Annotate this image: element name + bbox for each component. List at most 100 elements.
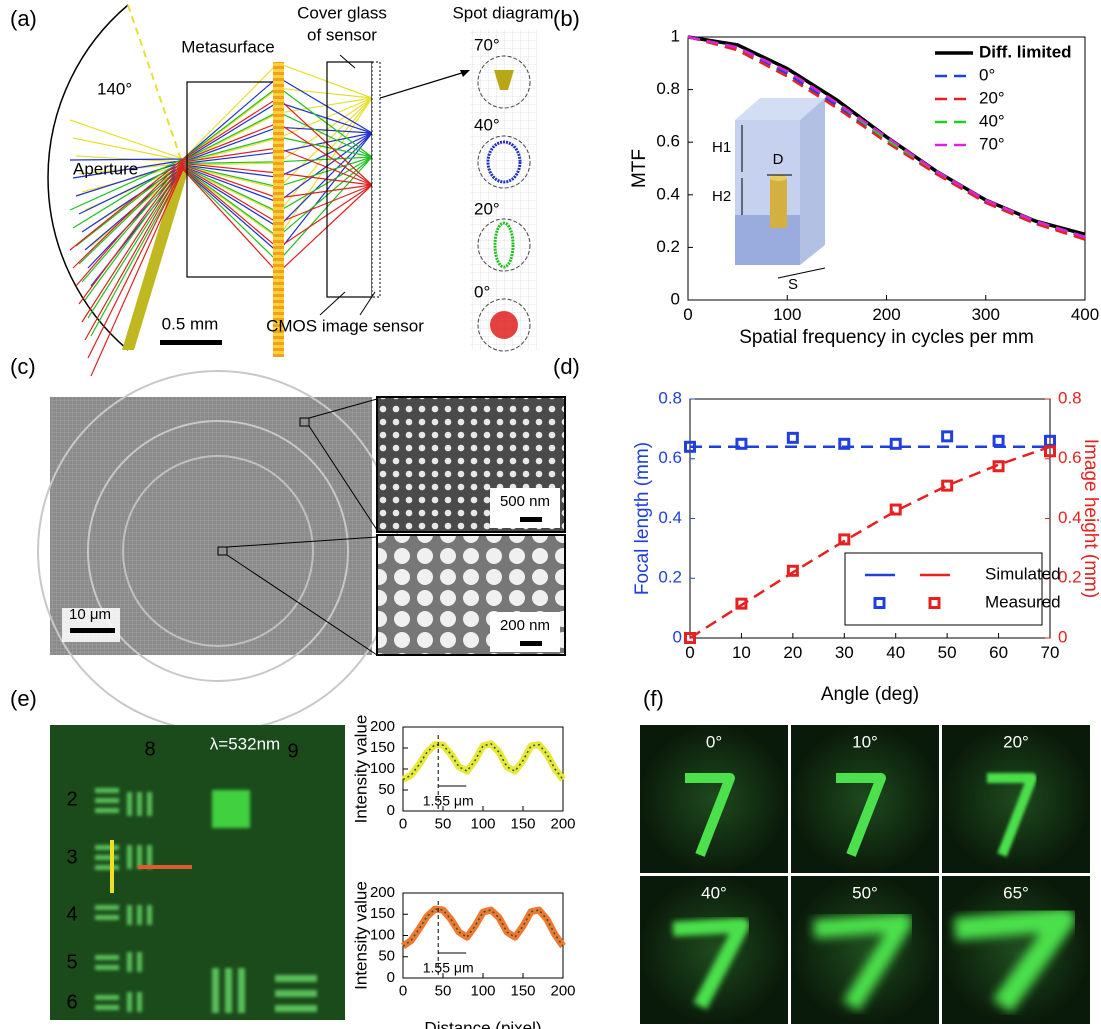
x-tick-label: 200 <box>550 982 575 999</box>
group-number: 3 <box>66 846 77 868</box>
y-tick-label: 0.4 <box>1058 508 1082 527</box>
x-tick-label: 300 <box>972 305 1000 324</box>
group-number: 2 <box>66 788 77 810</box>
group-number: 8 <box>144 738 155 760</box>
x-axis-label: Angle (deg) <box>821 684 919 705</box>
aperture-label: Aperture <box>73 159 138 178</box>
y-axis-label: MTF <box>629 149 650 188</box>
y-tick-label: 0.6 <box>656 132 680 151</box>
panel-label: (e) <box>10 686 37 711</box>
legend-label: 70° <box>979 134 1005 153</box>
marker <box>788 433 797 442</box>
marker <box>788 566 797 575</box>
x-tick-label: 150 <box>510 982 535 999</box>
y-tick-label: 0.8 <box>658 388 682 407</box>
angle-images: 0°10°20°40°50°65° <box>640 725 1090 1024</box>
y2-axis-label: Image height (mm) <box>1080 439 1101 598</box>
y-tick-label: 0.2 <box>656 237 680 256</box>
y-tick-label: 0 <box>1058 627 1067 646</box>
legend-label: Diff. limited <box>979 42 1072 61</box>
y-axis-label: Intensity value <box>351 881 370 990</box>
x-tick-label: 40 <box>886 643 905 662</box>
y-tick-label: 0.8 <box>656 79 680 98</box>
y-tick-label: 0 <box>387 802 395 819</box>
y-tick-label: 50 <box>378 948 395 965</box>
y-tick-label: 0 <box>387 969 395 986</box>
scale-bar-label: 200 nm <box>500 617 550 634</box>
x-tick-label: 100 <box>470 815 495 832</box>
x-tick-label: 100 <box>773 305 801 324</box>
figure: (a) (b) (c) (d) (e) (f) 140° Metasurface… <box>0 0 1101 1029</box>
marker <box>943 432 952 441</box>
y-tick-label: 0.2 <box>1058 568 1082 587</box>
group-number: 4 <box>66 903 77 925</box>
annotation: 1.55 μm <box>423 793 474 809</box>
x-tick-label: 50 <box>938 643 957 662</box>
sensor-label: CMOS image sensor <box>266 316 424 335</box>
y-tick-label: 200 <box>370 718 395 735</box>
scale-bar-label: 500 nm <box>500 493 550 510</box>
angle-label: 40° <box>701 883 727 902</box>
y-tick-label: 100 <box>370 760 395 777</box>
y-axis-label: Intensity value <box>351 715 370 824</box>
inset-label: D <box>773 151 784 168</box>
angle-label: 10° <box>852 732 878 751</box>
scale-bar-label: 0.5 mm <box>162 314 219 333</box>
y-tick-label: 50 <box>378 781 395 798</box>
inset-label: H2 <box>712 188 731 205</box>
spot-angle: 20° <box>474 199 500 218</box>
angle-label: 50° <box>852 883 878 902</box>
x-tick-label: 30 <box>835 643 854 662</box>
x-tick-label: 50 <box>435 982 452 999</box>
legend-label: Simulated <box>985 564 1061 583</box>
marker <box>891 439 900 448</box>
group-number: 6 <box>66 991 77 1013</box>
y-tick-label: 150 <box>370 905 395 922</box>
marker <box>840 439 849 448</box>
spot-diagram-title: Spot diagram <box>452 3 553 22</box>
y-tick-label: 0 <box>671 289 680 308</box>
x-tick-label: 200 <box>872 305 900 324</box>
panel-label: (b) <box>553 6 580 31</box>
panel-label: (c) <box>10 354 36 379</box>
x-tick-label: 50 <box>435 815 452 832</box>
x-tick-label: 70 <box>1041 643 1060 662</box>
legend-label: 0° <box>979 65 995 84</box>
x-tick-label: 200 <box>550 815 575 832</box>
x-tick-label: 60 <box>989 643 1008 662</box>
x-tick-label: 0 <box>399 815 407 832</box>
inset-label: H1 <box>712 139 731 156</box>
y-tick-label: 0.6 <box>658 448 682 467</box>
line <box>403 909 563 946</box>
y-tick-label: 0.6 <box>1058 448 1082 467</box>
sem-image <box>38 371 565 731</box>
y-tick-label: 100 <box>370 926 395 943</box>
y-tick-label: 0.4 <box>656 184 680 203</box>
metasurface-label: Metasurface <box>181 37 275 56</box>
x-axis-label: Distance (pixel) <box>424 1018 541 1029</box>
group-number: 9 <box>287 740 298 762</box>
pillar-inset <box>735 98 825 278</box>
annotation: 1.55 μm <box>423 960 474 976</box>
x-tick-label: 0 <box>683 305 692 324</box>
group-number: 5 <box>66 951 77 973</box>
spot-angle: 70° <box>474 35 500 54</box>
x-tick-label: 10 <box>732 643 751 662</box>
angle-label: 0° <box>706 732 722 751</box>
cover-glass-label: Cover glass <box>297 3 387 22</box>
x-tick-label: 0 <box>399 982 407 999</box>
panel-label: (f) <box>643 686 664 711</box>
marker <box>737 439 746 448</box>
resolution-image <box>50 725 345 1020</box>
marker <box>943 481 952 490</box>
legend-label: 40° <box>979 111 1005 130</box>
y-tick-label: 0.4 <box>658 508 682 527</box>
spot-angle: 0° <box>474 282 490 301</box>
angle-label: 20° <box>1003 732 1029 751</box>
legend-label: 20° <box>979 88 1005 107</box>
cover-glass-label: of sensor <box>307 25 377 44</box>
y-tick-label: 0 <box>673 627 682 646</box>
panel-label: (d) <box>553 354 580 379</box>
wavelength-label: λ=532nm <box>210 734 280 753</box>
angle-label: 140° <box>97 79 132 98</box>
